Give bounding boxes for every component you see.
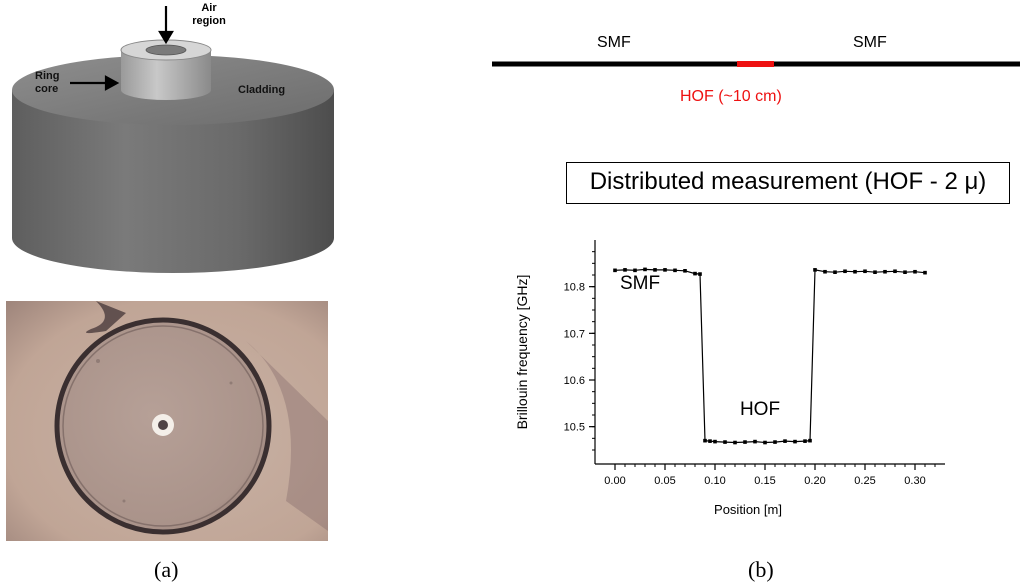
data-point: [613, 268, 617, 273]
data-point: [823, 269, 827, 274]
data-point: [733, 440, 737, 445]
x-tick-label: 0.25: [854, 475, 875, 487]
air-region-label: Air region: [192, 2, 226, 27]
y-tick-label: 10.8: [564, 282, 585, 294]
chart-annotation: HOF: [740, 399, 780, 420]
data-point: [743, 440, 747, 444]
data-point: [783, 439, 787, 443]
data-point: [773, 440, 777, 444]
cladding-label: Cladding: [238, 84, 286, 96]
data-point: [893, 269, 897, 274]
data-point: [803, 439, 807, 443]
data-point: [833, 270, 837, 274]
y-tick-label: 10.7: [564, 328, 585, 340]
brillouin-chart: 0.00 0.05 0.10 0.15 0.20 0.25 0.30 10.5 10.6 10.7…: [514, 240, 945, 517]
ring-core-side: [121, 50, 211, 100]
data-point: [708, 439, 712, 443]
data-point: [713, 439, 717, 444]
data-point: [853, 269, 857, 274]
data-point: [633, 268, 637, 273]
y-axis-label: Brillouin frequency [GHz]: [514, 275, 530, 430]
x-tick-label: 0.20: [804, 475, 825, 487]
data-point: [663, 268, 667, 272]
caption-a: (a): [154, 557, 179, 582]
data-point: [673, 268, 677, 273]
measurement-title: Distributed measurement (HOF - 2 μ): [566, 162, 1010, 204]
data-point: [703, 438, 707, 443]
x-tick-label: 0.05: [654, 475, 675, 487]
data-point: [793, 439, 797, 444]
data-point: [653, 268, 657, 272]
data-point: [843, 269, 847, 274]
data-point: [873, 270, 877, 274]
x-tick-label: 0.00: [604, 475, 625, 487]
y-tick-label: 10.6: [564, 375, 585, 387]
cladding-side: [12, 90, 334, 273]
data-point: [813, 268, 817, 272]
air-hole: [145, 44, 187, 56]
data-point: [913, 269, 917, 274]
x-tick-label: 0.30: [904, 475, 925, 487]
data-point: [883, 269, 887, 274]
data-point: [763, 440, 767, 445]
smf-left-label: SMF: [597, 34, 631, 51]
data-point: [808, 438, 812, 443]
data-point: [683, 269, 687, 273]
smf-right-label: SMF: [853, 34, 887, 51]
ring-core-label: Ring core: [35, 70, 60, 95]
data-point: [863, 269, 867, 274]
data-point: [903, 270, 907, 274]
data-point: [698, 272, 702, 276]
fiber-3d-illustration: [12, 6, 334, 273]
y-tick-label: 10.5: [564, 422, 585, 434]
ring-core-arrow: [70, 75, 120, 91]
data-point: [623, 268, 627, 272]
data-point: [693, 271, 697, 276]
x-axis-label: Position [m]: [714, 502, 782, 517]
data-point: [753, 439, 757, 444]
data-point: [723, 440, 727, 444]
fiber-schematic: [492, 61, 1020, 67]
caption-b: (b): [748, 557, 774, 582]
air-region-dark: [158, 420, 168, 430]
x-tick-label: 0.10: [704, 475, 725, 487]
fiber-microscope-photo: [6, 301, 328, 541]
air-region-arrow: [158, 6, 174, 45]
data-point: [643, 267, 647, 272]
data-point: [923, 270, 927, 275]
x-tick-label: 0.15: [754, 475, 775, 487]
hof-label: HOF (~10 cm): [680, 88, 782, 105]
chart-annotation: SMF: [620, 273, 660, 294]
